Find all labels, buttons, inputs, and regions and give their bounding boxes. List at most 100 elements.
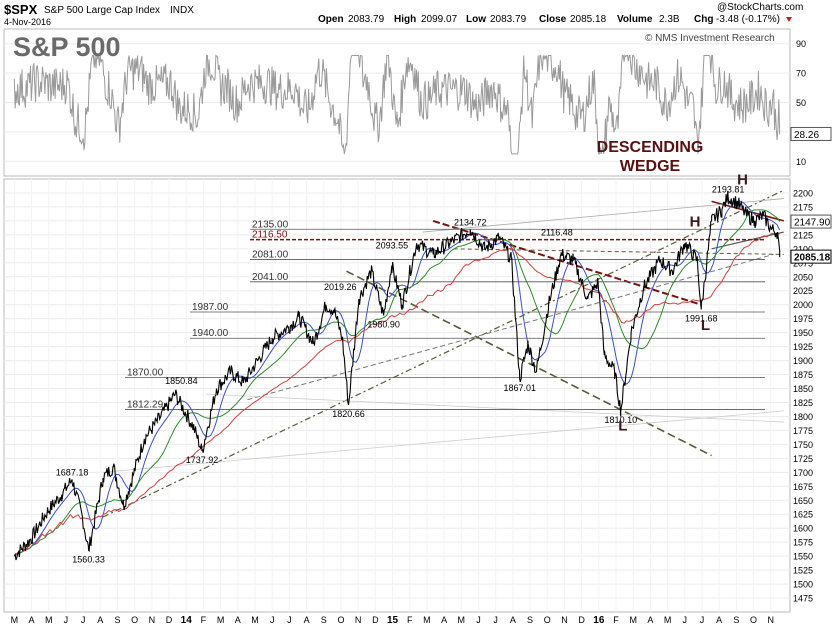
last-price-tag <box>790 249 832 264</box>
open-value: 2083.79 <box>348 14 385 25</box>
level-label: 1987.00 <box>192 302 229 313</box>
month-tick-label: M <box>11 615 19 625</box>
rsi-tick-label: 10 <box>796 157 806 167</box>
trendline <box>432 219 702 306</box>
pattern-letter: L <box>701 317 710 334</box>
month-tick-label: J <box>287 615 292 625</box>
level-label: 2135.00 <box>252 219 289 230</box>
month-tick-label: S <box>114 615 120 625</box>
month-tick-label: F <box>407 615 413 625</box>
level-label: 1940.00 <box>192 328 229 339</box>
price-point-labels: 1687.18 1560.33 1850.84 1737.92 1820.66 2019.… <box>56 184 745 564</box>
trendline <box>346 270 712 457</box>
month-tick-label: 14 <box>181 615 193 626</box>
exchange-label: INDX <box>170 5 194 16</box>
month-tick-label: M <box>423 615 431 625</box>
month-tick-label: A <box>235 615 241 625</box>
month-tick-label: M <box>217 615 225 625</box>
month-tick-label: 15 <box>387 615 399 626</box>
rsi-trace <box>13 54 781 155</box>
price-tick-label: 1925 <box>793 342 813 352</box>
pattern-letter: L <box>618 417 627 434</box>
trendline <box>247 253 774 401</box>
month-tick-label: A <box>510 615 516 625</box>
chg-value: -3.48 (-0.17%) <box>716 14 780 25</box>
credit-label: © NMS Investment Research <box>645 33 775 44</box>
big-title: S&P 500 <box>13 32 121 62</box>
month-tick-label: O <box>750 615 757 625</box>
price-tick-label: 1725 <box>793 454 813 464</box>
price-tick-label: 1825 <box>793 398 813 408</box>
price-tick-label: 2125 <box>793 230 813 240</box>
month-tick-label: J <box>64 615 69 625</box>
source-label: @StockCharts.com <box>717 2 803 13</box>
level-label: 2081.00 <box>252 249 289 260</box>
month-tick-label: J <box>270 615 275 625</box>
open-label: Open <box>318 14 344 25</box>
month-axis: M A M J J A S O N D 14 F M A M J J A S O N D 15 F M A M J J A S O N D 16 F M… <box>11 615 774 626</box>
price-tick-label: 1575 <box>793 538 813 548</box>
month-tick-label: J <box>476 615 481 625</box>
price-tick-label: 1675 <box>793 482 813 492</box>
rsi-tick-label: 70 <box>796 69 806 79</box>
month-tick-label: M <box>629 615 637 625</box>
price-tick-label: 2000 <box>793 300 813 310</box>
level-label: 1870.00 <box>127 367 164 378</box>
price-point-label: 1991.68 <box>685 313 718 323</box>
price-tick-label: 1475 <box>793 594 813 604</box>
price-point-label: 2134.72 <box>454 217 487 227</box>
price-point-label: 2019.26 <box>324 282 357 292</box>
rsi-value-tag <box>790 126 832 141</box>
level-label: 2116.50 <box>252 230 288 241</box>
price-point-label: 1810.10 <box>605 415 638 425</box>
prev-price-tag <box>790 214 832 229</box>
price-tick-label: 2175 <box>793 202 813 212</box>
price-point-label: 2093.55 <box>376 240 409 250</box>
low-value: 2083.79 <box>490 14 527 25</box>
month-tick-label: S <box>527 615 533 625</box>
trendlines <box>102 189 785 518</box>
price-tick-label: 2050 <box>793 272 813 282</box>
month-tick-label: 16 <box>593 615 605 626</box>
price-tick-label: 1950 <box>793 328 813 338</box>
month-tick-label: D <box>578 615 585 625</box>
rsi-tick-label: 50 <box>796 98 806 108</box>
price-point-label: 2116.48 <box>541 228 573 238</box>
pattern-letter: H <box>690 213 701 230</box>
month-tick-label: N <box>149 615 156 625</box>
pattern-letter: H <box>737 172 748 189</box>
ma-long-line <box>13 232 780 557</box>
rsi-tick-label: 90 <box>796 39 806 49</box>
price-tick-label: 1775 <box>793 426 813 436</box>
month-tick-label: A <box>441 615 447 625</box>
month-tick-label: A <box>304 615 310 625</box>
symbol-label: $SPX <box>4 2 38 17</box>
prev-price-text: 2147.90 <box>794 218 831 229</box>
price-tick-label: 1625 <box>793 510 813 520</box>
price-tick-label: 1700 <box>793 468 813 478</box>
month-tick-label: F <box>613 615 619 625</box>
month-tick-label: M <box>664 615 672 625</box>
price-point-label: 1560.33 <box>72 554 105 564</box>
month-tick-label: J <box>81 615 86 625</box>
down-arrow-icon <box>786 17 792 22</box>
month-tick-label: F <box>201 615 207 625</box>
price-tags: 28.26 2147.90 2085.18 <box>790 126 832 264</box>
month-tick-label: M <box>251 615 259 625</box>
month-tick-label: J <box>700 615 705 625</box>
month-tick-label: N <box>355 615 362 625</box>
price-tick-label: 1850 <box>793 384 813 394</box>
month-tick-label: M <box>458 615 466 625</box>
price-point-label: 1737.92 <box>186 455 219 465</box>
price-tick-label: 1650 <box>793 496 813 506</box>
price-tick-label: 1875 <box>793 370 813 380</box>
chg-label: Chg <box>694 14 713 25</box>
price-tick-label: 1975 <box>793 314 813 324</box>
month-tick-label: J <box>683 615 688 625</box>
month-tick-label: M <box>45 615 53 625</box>
price-point-label: 1850.84 <box>165 376 198 386</box>
high-label: High <box>394 14 416 25</box>
price-tick-label: 2025 <box>793 286 813 296</box>
volume-label: Volume <box>617 14 653 25</box>
